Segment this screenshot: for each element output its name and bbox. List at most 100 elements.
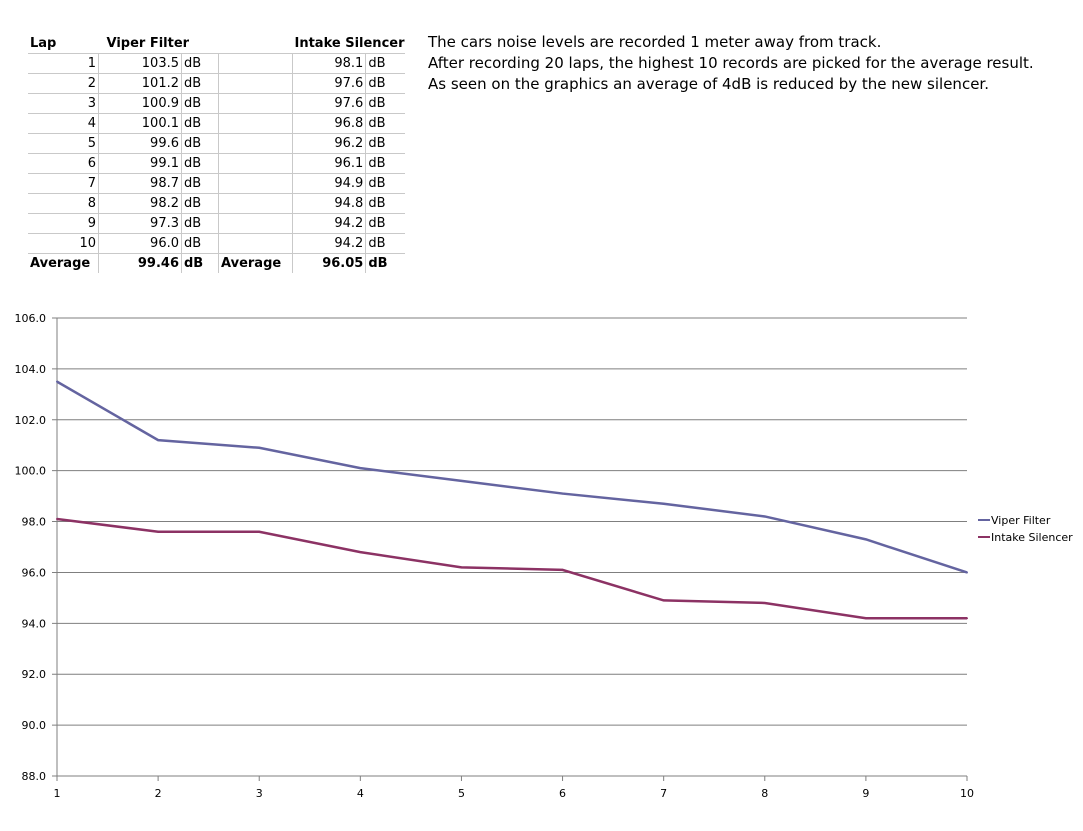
data-point: [157, 530, 160, 533]
table-row: 4 100.1 dB 96.8 dB: [28, 113, 405, 134]
note-line: The cars noise levels are recorded 1 met…: [428, 33, 882, 51]
notes-text: The cars noise levels are recorded 1 met…: [428, 32, 1034, 95]
lap-cell: 6: [28, 153, 99, 174]
legend-label: Viper Filter: [991, 514, 1051, 527]
series-line: [56, 517, 967, 620]
header-lap: Lap: [28, 34, 99, 54]
table-row: 7 98.7 dB 94.9 dB: [28, 173, 405, 194]
data-point: [56, 518, 58, 521]
x-tick-label: 9: [862, 787, 869, 800]
intake-average-unit: dB: [365, 253, 405, 273]
header-gap: [218, 34, 293, 54]
viper-value-cell: 101.2: [98, 73, 182, 94]
intake-unit-cell: dB: [365, 193, 405, 214]
x-tick-label: 2: [155, 787, 162, 800]
x-tick-label: 8: [761, 787, 768, 800]
x-tick-label: 10: [960, 787, 974, 800]
y-tick-label: 96.0: [22, 566, 47, 579]
table-row: 8 98.2 dB 94.8 dB: [28, 193, 405, 214]
intake-unit-cell: dB: [365, 93, 405, 114]
x-tick-label: 6: [559, 787, 566, 800]
lap-cell: 10: [28, 233, 99, 254]
viper-unit-cell: dB: [181, 213, 219, 234]
note-line: As seen on the graphics an average of 4d…: [428, 75, 989, 93]
data-point: [662, 502, 665, 505]
intake-unit-cell: dB: [365, 113, 405, 134]
data-point: [864, 617, 867, 620]
table-row: 9 97.3 dB 94.2 dB: [28, 213, 405, 234]
y-tick-label: 88.0: [22, 770, 47, 783]
data-point: [561, 568, 564, 571]
series-line: [56, 380, 968, 574]
viper-unit-cell: dB: [181, 93, 219, 114]
gap-cell: [218, 173, 293, 194]
data-point: [157, 439, 160, 442]
viper-unit-cell: dB: [181, 173, 219, 194]
viper-unit-cell: dB: [181, 193, 219, 214]
viper-value-cell: 100.1: [98, 113, 182, 134]
viper-value-cell: 103.5: [98, 53, 182, 74]
intake-value-cell: 96.2: [292, 133, 366, 154]
viper-unit-cell: dB: [181, 133, 219, 154]
viper-unit-cell: dB: [181, 233, 219, 254]
table-average-row: Average 99.46 dB Average 96.05 dB: [28, 253, 405, 273]
data-point: [460, 566, 463, 569]
y-tick-label: 106.0: [15, 312, 47, 325]
gap-cell: [218, 133, 293, 154]
lap-cell: 1: [28, 53, 99, 74]
data-point: [258, 446, 261, 449]
lap-cell: 5: [28, 133, 99, 154]
data-point: [662, 599, 665, 602]
y-tick-label: 92.0: [22, 668, 47, 681]
gap-cell: [218, 193, 293, 214]
gap-cell: [218, 213, 293, 234]
table-row: 10 96.0 dB 94.2 dB: [28, 233, 405, 254]
data-point: [359, 467, 362, 470]
data-point: [763, 515, 766, 518]
y-tick-label: 104.0: [15, 363, 47, 376]
x-tick-label: 5: [458, 787, 465, 800]
viper-unit-cell: dB: [181, 153, 219, 174]
viper-average-unit: dB: [181, 253, 219, 273]
data-point: [460, 479, 463, 482]
data-point: [966, 571, 968, 574]
gap-cell: [218, 233, 293, 254]
x-tick-label: 3: [256, 787, 263, 800]
intake-value-cell: 94.8: [292, 193, 366, 214]
gap-cell: [218, 73, 293, 94]
lap-cell: 9: [28, 213, 99, 234]
viper-unit-cell: dB: [181, 73, 219, 94]
viper-average-value: 99.46: [137, 256, 179, 271]
table-body: 1 103.5 dB 98.1 dB 2 101.2 dB 97.6 dB 3 100.9 dB 97.6…: [28, 53, 405, 254]
intake-average-label: Average: [218, 253, 293, 273]
intake-unit-cell: dB: [365, 153, 405, 174]
gap-cell: [218, 153, 293, 174]
gap-cell: [218, 53, 293, 74]
header-viper-filter: Viper Filter: [98, 34, 219, 54]
intake-average-value: 96.05: [322, 256, 364, 271]
table-row: 3 100.9 dB 97.6 dB: [28, 93, 405, 114]
table-row: 6 99.1 dB 96.1 dB: [28, 153, 405, 174]
viper-value-cell: 98.2: [98, 193, 182, 214]
intake-unit-cell: dB: [365, 133, 405, 154]
x-tick-label: 1: [54, 787, 61, 800]
viper-value-cell: 99.6: [98, 133, 182, 154]
intake-unit-cell: dB: [365, 53, 405, 74]
intake-value-cell: 94.2: [292, 233, 366, 254]
lap-cell: 3: [28, 93, 99, 114]
intake-value-cell: 96.8: [292, 113, 366, 134]
data-point: [561, 492, 564, 495]
table-row: 5 99.6 dB 96.2 dB: [28, 133, 405, 154]
table-header-row: Lap Viper Filter Intake Silencer: [28, 34, 405, 54]
table-row: 1 103.5 dB 98.1 dB: [28, 53, 405, 74]
data-point: [359, 551, 362, 554]
y-tick-label: 94.0: [22, 617, 47, 630]
x-tick-label: 7: [660, 787, 667, 800]
y-tick-label: 90.0: [22, 719, 47, 732]
noise-line-chart: 88.0 90.0 92.0 94.0 96.0 98.0 100.0 102.0 104.0 1…: [15, 312, 1074, 800]
intake-unit-cell: dB: [365, 173, 405, 194]
intake-unit-cell: dB: [365, 233, 405, 254]
gap-cell: [218, 93, 293, 114]
intake-value-cell: 97.6: [292, 93, 366, 114]
y-tick-label: 102.0: [15, 414, 47, 427]
